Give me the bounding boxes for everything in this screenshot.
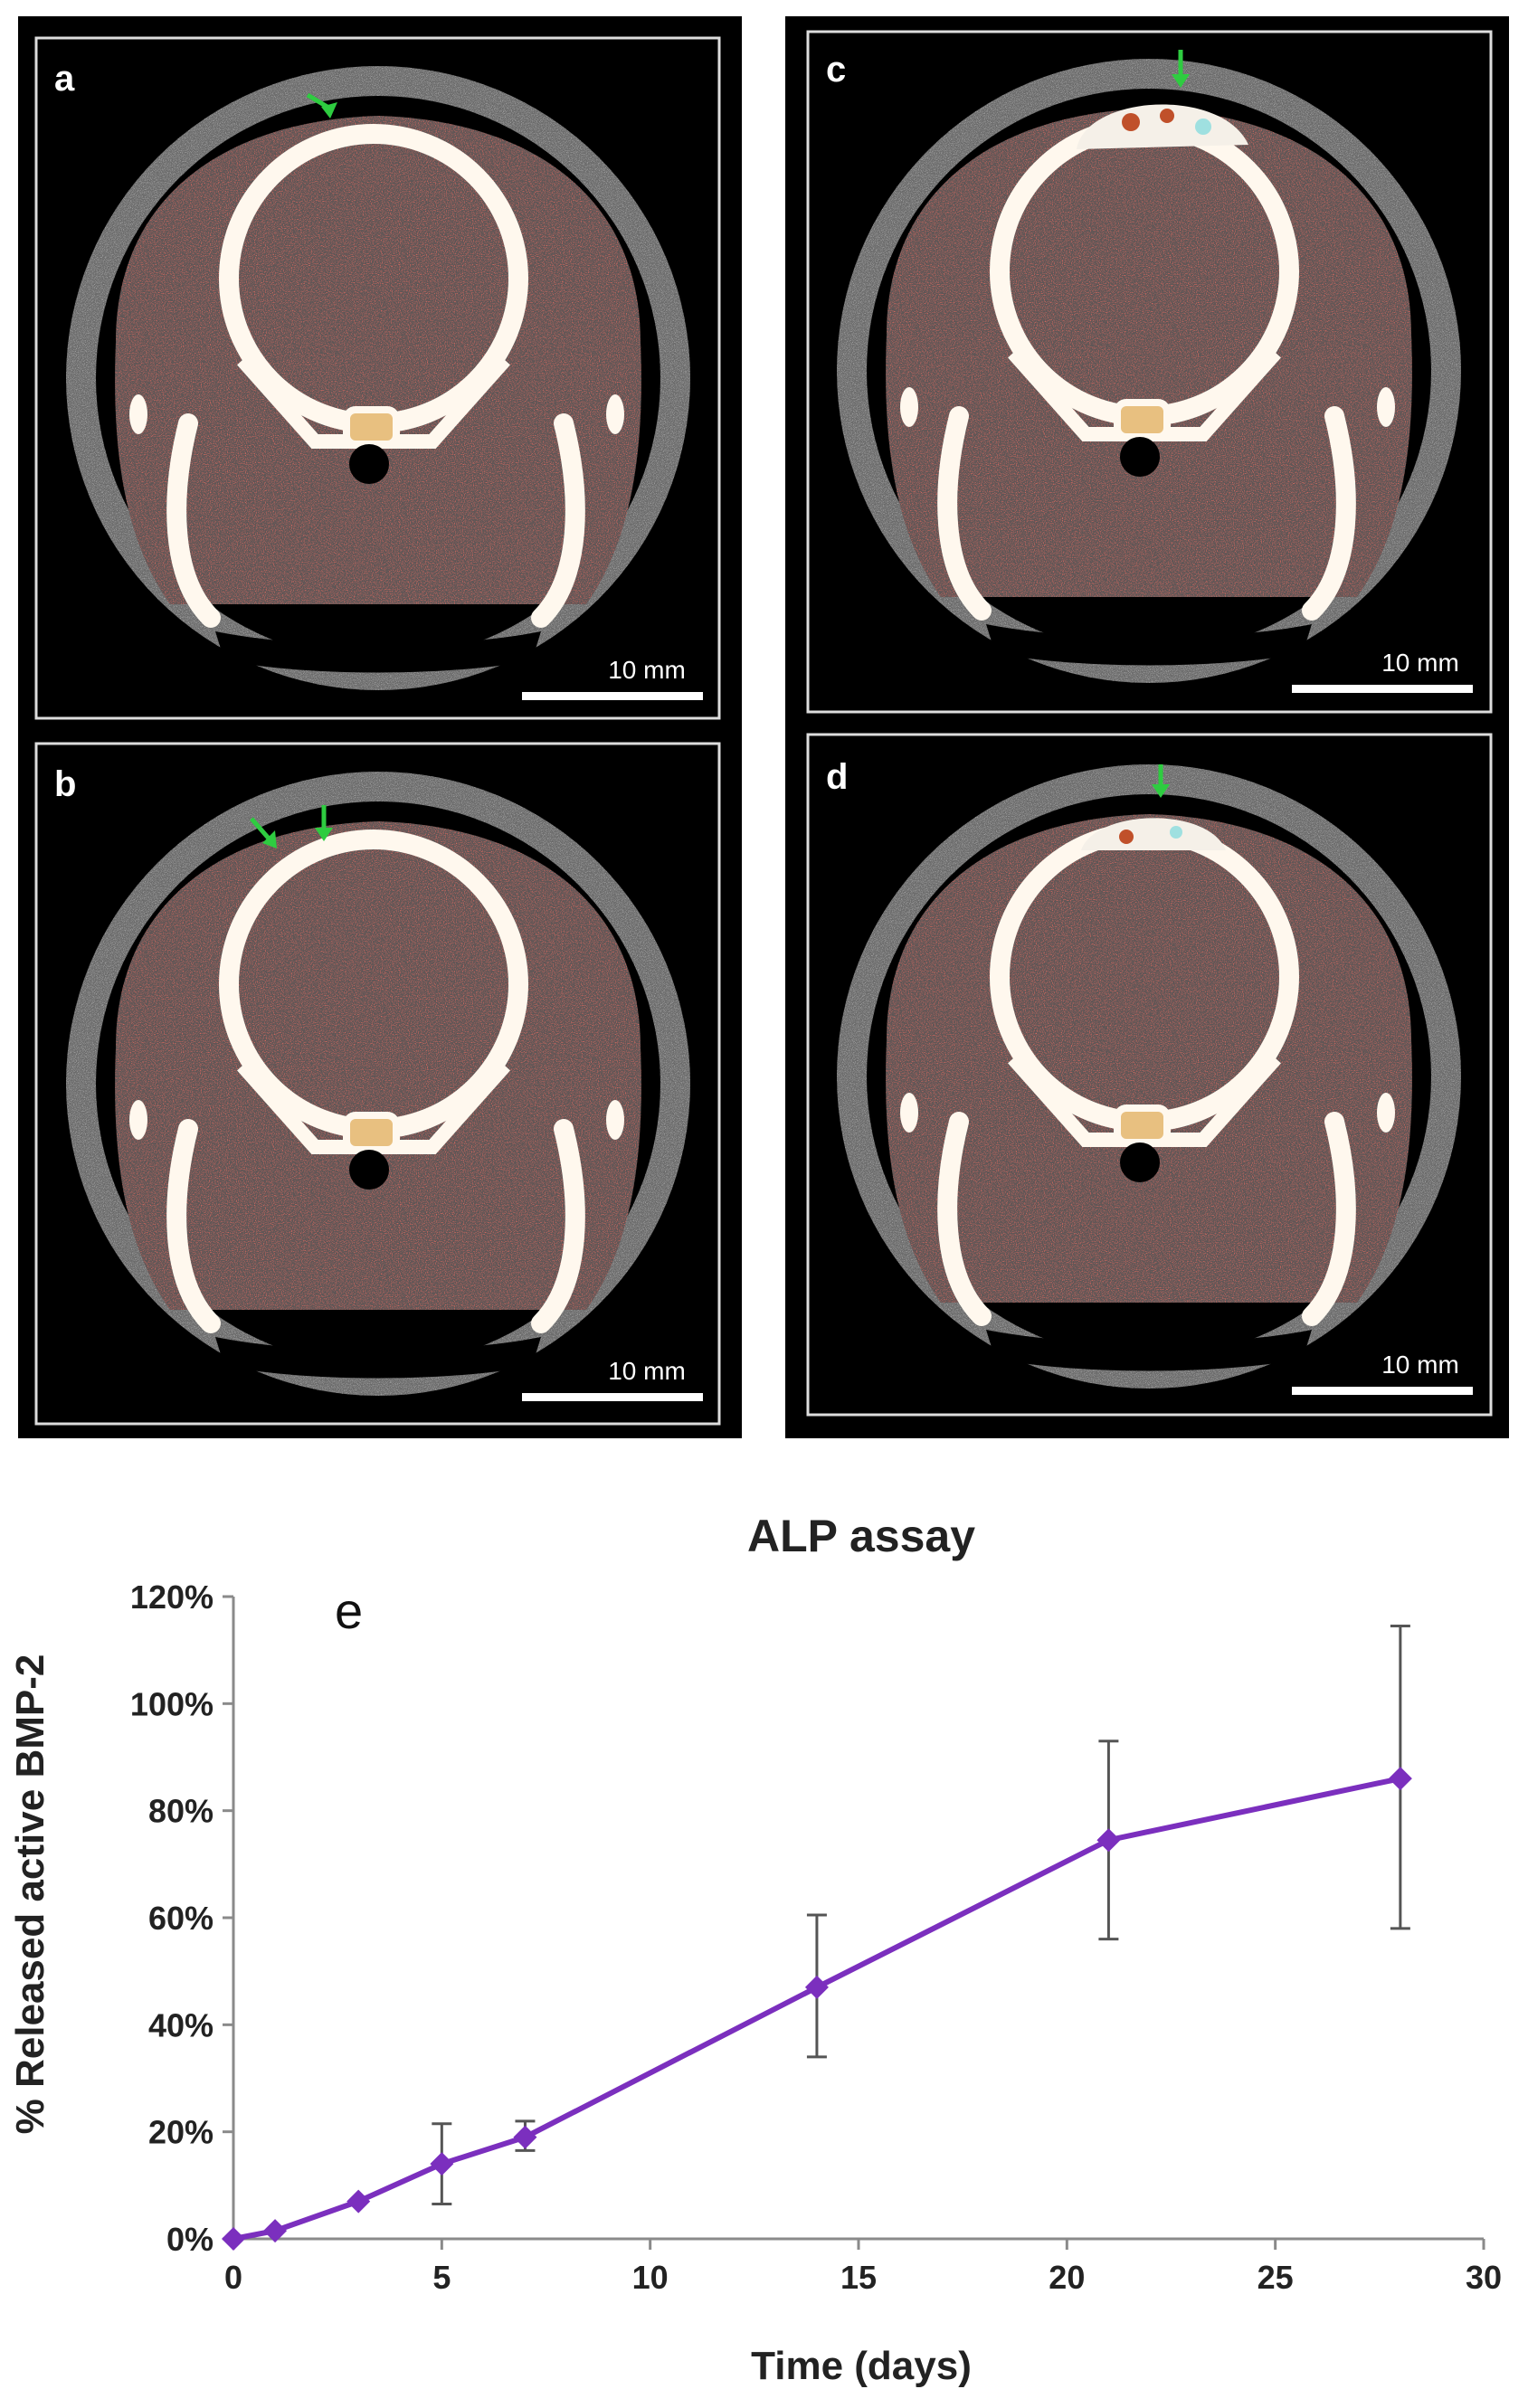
chart-series [222,1625,1412,2251]
x-tick-label: 10 [632,2259,669,2296]
panel-letter-b: b [54,764,76,804]
scale-bar-c [1292,685,1473,693]
scale-bar-label-a: 10 mm [608,656,686,684]
data-point [1388,1767,1412,1791]
panel-a: a 10 mm [34,36,721,720]
y-tick-label: 120% [130,1578,214,1616]
ct-image-a [66,66,690,690]
panel-letter-c: c [826,50,846,90]
arrow-icon [262,830,277,848]
implant-d [1081,818,1226,850]
x-tick-label: 0 [224,2259,242,2296]
implant-spot [1122,113,1140,131]
x-tick-label: 20 [1049,2259,1085,2296]
y-tick-label: 80% [148,1793,214,1830]
panel-group-right: c 10 mm d 10 mm [785,16,1509,1438]
implant-c [1077,104,1248,149]
ct-image-b [66,772,690,1396]
arrow-icon [315,828,333,841]
series-line [233,1776,1401,2242]
y-tick-label: 0% [166,2221,214,2258]
y-tick-label: 40% [148,2006,214,2043]
data-point [263,2219,288,2243]
scale-bar-label-b: 10 mm [608,1357,686,1385]
alp-assay-chart: ALP assay e 0% 20% 40% 60% 80% 100% 120% 0 5 10 15… [8,1511,1502,2388]
x-tick-label: 15 [840,2259,877,2296]
arrow-icon [250,817,271,841]
implant-spot [1195,119,1211,135]
x-axis-label: Time (days) [751,2344,972,2388]
data-point [804,1975,829,1999]
chart-axes: 0% 20% 40% 60% 80% 100% 120% 0 5 10 15 20 25 30 [130,1578,1502,2296]
panel-letter-a: a [54,59,75,99]
panel-b: b 10 mm [34,742,721,1426]
arrow-icon [1172,74,1190,88]
x-tick-label: 5 [432,2259,451,2296]
chart-title: ALP assay [747,1511,975,1561]
x-tick-label: 30 [1466,2259,1502,2296]
y-tick-label: 100% [130,1685,214,1722]
ct-image-c [837,59,1461,683]
ct-image-d [837,764,1461,1389]
scale-bar-d [1292,1387,1473,1395]
implant-spot [1160,109,1174,123]
data-point [222,2227,245,2251]
y-axis-label: % Released active BMP-2 [8,1654,52,2135]
data-point [430,2152,454,2176]
panel-c: c 10 mm [806,30,1493,714]
scale-bar-label-c: 10 mm [1381,649,1459,677]
arrow-icon-shaft [306,92,332,111]
panel-group-left: a 10 mm b 10 mm [18,16,742,1438]
panel-letter-d: d [826,757,848,797]
y-tick-label: 20% [148,2114,214,2151]
x-tick-label: 25 [1258,2259,1294,2296]
data-point [346,2189,371,2214]
arrow-icon [1152,784,1170,798]
scale-bar-label-d: 10 mm [1381,1351,1459,1379]
panel-d: d 10 mm [806,733,1493,1417]
implant-spot [1119,830,1134,844]
y-tick-label: 60% [148,1900,214,1937]
data-point [513,2125,537,2149]
data-point [1096,1828,1121,1853]
chart-panel-label: e [335,1582,363,1639]
implant-spot [1170,826,1182,839]
scale-bar-b [522,1393,703,1401]
scale-bar-a [522,692,703,700]
